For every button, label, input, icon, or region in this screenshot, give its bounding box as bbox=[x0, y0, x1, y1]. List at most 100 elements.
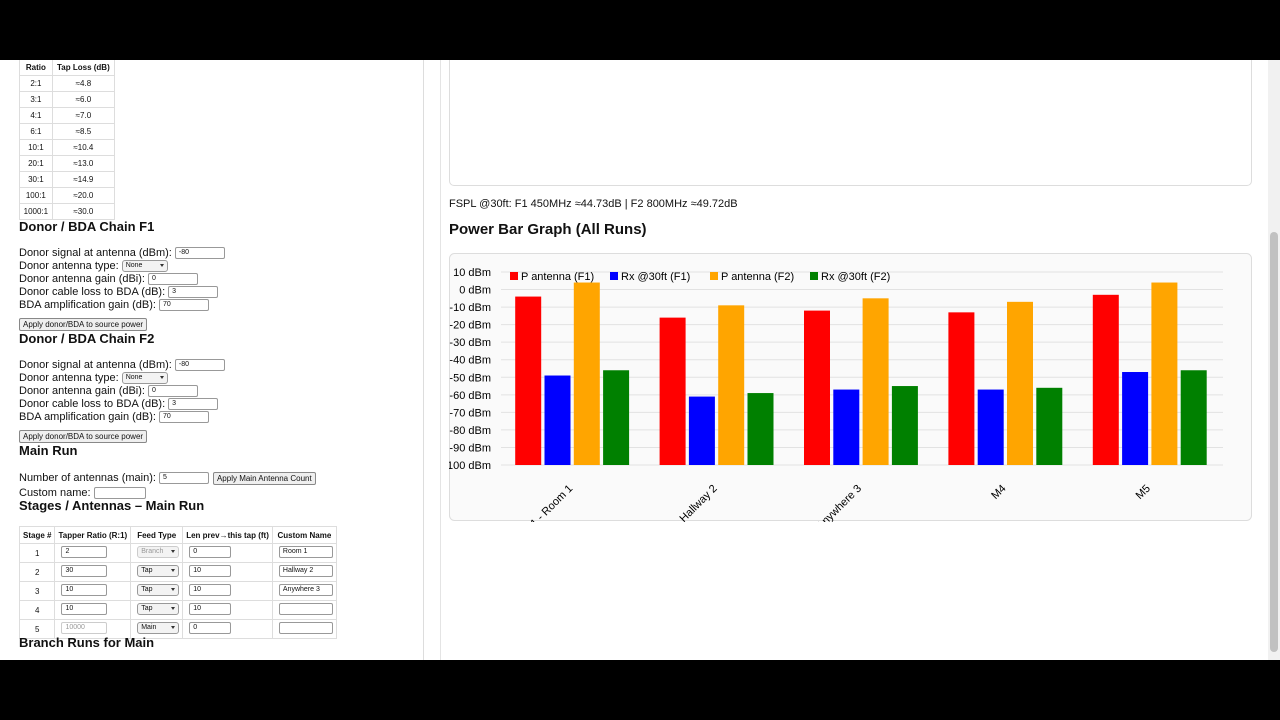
input[interactable]: 10 bbox=[61, 603, 108, 615]
input[interactable] bbox=[278, 603, 333, 615]
column-header: Ratio bbox=[19, 60, 53, 76]
table-cell: Branch bbox=[130, 543, 184, 563]
input[interactable] bbox=[93, 487, 146, 499]
table-row: 10:1 ≈10.4 bbox=[19, 139, 116, 156]
input[interactable]: 2 bbox=[61, 546, 108, 558]
input[interactable]: 0 bbox=[189, 546, 232, 558]
table-cell: ≈10.4 bbox=[51, 139, 116, 156]
select[interactable]: Tap bbox=[137, 584, 180, 596]
bar bbox=[515, 296, 542, 465]
table-cell: 2 bbox=[54, 543, 132, 563]
table-row: 20:1 ≈13.0 bbox=[19, 155, 116, 172]
input[interactable]: -80 bbox=[174, 247, 225, 259]
table-cell: Tap bbox=[130, 562, 184, 582]
table-cell: 2 bbox=[18, 562, 56, 582]
table-row: 30:1 ≈14.9 bbox=[19, 171, 116, 188]
bar bbox=[804, 310, 830, 465]
form-field: Donor signal at antenna (dBm): -80 bbox=[19, 247, 225, 260]
y-tick-label: -40 dBm bbox=[449, 355, 491, 367]
table-row: 100:1 ≈20.0 bbox=[19, 187, 116, 204]
table-cell: 30 bbox=[54, 562, 132, 582]
form-field: BDA amplification gain (dB): 70 bbox=[19, 299, 209, 312]
table-row: 5 10000 Main 0 bbox=[18, 619, 337, 639]
input[interactable]: 3 bbox=[168, 398, 219, 410]
bar bbox=[948, 312, 975, 465]
left-panel: Ratio Tap Loss (dB) 2:1 ≈4.8 3:1 ≈6.0 4:1 ≈7.0 6… bbox=[0, 60, 424, 660]
column-header: Tapper Ratio (R:1) bbox=[54, 526, 132, 544]
table-cell: 0 bbox=[182, 543, 273, 563]
form-field: Donor antenna type: None bbox=[19, 260, 168, 273]
table-cell: 20:1 bbox=[19, 155, 53, 172]
select[interactable]: None bbox=[121, 372, 168, 384]
scrollbar[interactable] bbox=[1268, 60, 1280, 660]
section-heading: Main Run bbox=[19, 443, 78, 458]
button[interactable]: Apply Main Antenna Count bbox=[212, 471, 316, 485]
bar bbox=[688, 396, 715, 465]
input[interactable]: Room 1 bbox=[278, 546, 333, 558]
input[interactable]: 30 bbox=[61, 565, 108, 577]
input[interactable]: 10 bbox=[189, 603, 232, 615]
input[interactable]: -80 bbox=[174, 359, 225, 371]
y-tick-label: -100 dBm bbox=[449, 460, 491, 472]
input[interactable]: Hallway 2 bbox=[278, 565, 333, 577]
legend-label: P antenna (F1) bbox=[521, 271, 594, 283]
right-panel: FSPL @30ft: F1 450MHz ≈44.73dB | F2 800M… bbox=[440, 60, 1268, 660]
legend-swatch bbox=[710, 272, 718, 280]
field-label: Donor cable loss to BDA (dB): bbox=[19, 285, 166, 298]
form-field: Custom name: bbox=[19, 486, 146, 500]
input[interactable]: 0 bbox=[189, 622, 232, 634]
tap-loss-table: Ratio Tap Loss (dB) 2:1 ≈4.8 3:1 ≈6.0 4:1 ≈7.0 6… bbox=[19, 60, 116, 220]
column-header: Feed Type bbox=[130, 526, 184, 544]
legend-label: Rx @30ft (F1) bbox=[621, 271, 690, 283]
select[interactable]: None bbox=[121, 260, 168, 272]
input: 10000 bbox=[61, 622, 108, 634]
bar bbox=[573, 282, 600, 465]
field-label: Number of antennas (main): bbox=[19, 471, 156, 484]
table-cell: 3 bbox=[18, 581, 56, 601]
legend-swatch bbox=[510, 272, 518, 280]
button[interactable]: Apply donor/BDA to source power bbox=[19, 430, 148, 443]
table-cell: Main bbox=[130, 619, 184, 639]
section-heading: Donor / BDA Chain F1 bbox=[19, 219, 155, 234]
form-field: Donor signal at antenna (dBm): -80 bbox=[19, 359, 225, 372]
bar bbox=[1036, 387, 1063, 465]
y-tick-label: -80 dBm bbox=[449, 425, 491, 437]
table-cell: 10 bbox=[182, 600, 273, 620]
table-row: 1 2 Branch 0 Room 1 bbox=[18, 543, 337, 563]
y-tick-label: -50 dBm bbox=[449, 372, 491, 384]
table-cell: 100:1 bbox=[19, 187, 53, 204]
input[interactable]: 3 bbox=[168, 286, 219, 298]
button[interactable]: Apply donor/BDA to source power bbox=[19, 318, 148, 331]
table-cell: ≈4.8 bbox=[51, 75, 116, 92]
table-cell: Room 1 bbox=[271, 543, 337, 563]
scroll-thumb[interactable] bbox=[1270, 232, 1278, 652]
empty-panel bbox=[449, 60, 1252, 186]
column-header: Custom Name bbox=[271, 526, 337, 544]
table-cell: 2:1 bbox=[19, 75, 53, 92]
input[interactable]: 70 bbox=[158, 411, 209, 423]
table-cell: Anywhere 3 bbox=[271, 581, 337, 601]
input[interactable]: 70 bbox=[158, 299, 209, 311]
input[interactable]: 10 bbox=[189, 584, 232, 596]
y-tick-label: -30 dBm bbox=[449, 337, 491, 349]
input[interactable]: 10 bbox=[61, 584, 108, 596]
field-label: BDA amplification gain (dB): bbox=[19, 298, 156, 311]
input[interactable]: 0 bbox=[147, 273, 198, 285]
content: Ratio Tap Loss (dB) 2:1 ≈4.8 3:1 ≈6.0 4:1 ≈7.0 6… bbox=[0, 60, 1280, 660]
input[interactable]: Anywhere 3 bbox=[278, 584, 333, 596]
input[interactable]: 5 bbox=[158, 472, 209, 484]
y-tick-label: -70 dBm bbox=[449, 407, 491, 419]
table-cell: ≈30.0 bbox=[51, 203, 116, 220]
select[interactable]: Tap bbox=[137, 565, 180, 577]
table-cell: 4 bbox=[18, 600, 56, 620]
field-label: BDA amplification gain (dB): bbox=[19, 410, 156, 423]
form-field: Donor antenna gain (dBi): 0 bbox=[19, 273, 198, 286]
field-label: Donor cable loss to BDA (dB): bbox=[19, 397, 166, 410]
header-row: Stage # Tapper Ratio (R:1) Feed Type Len pr… bbox=[18, 526, 337, 544]
input[interactable]: 0 bbox=[147, 385, 198, 397]
table-cell: 5 bbox=[18, 619, 56, 639]
input[interactable]: 10 bbox=[189, 565, 232, 577]
select[interactable]: Main bbox=[137, 622, 180, 634]
input[interactable] bbox=[278, 622, 333, 634]
select[interactable]: Tap bbox=[137, 603, 180, 615]
